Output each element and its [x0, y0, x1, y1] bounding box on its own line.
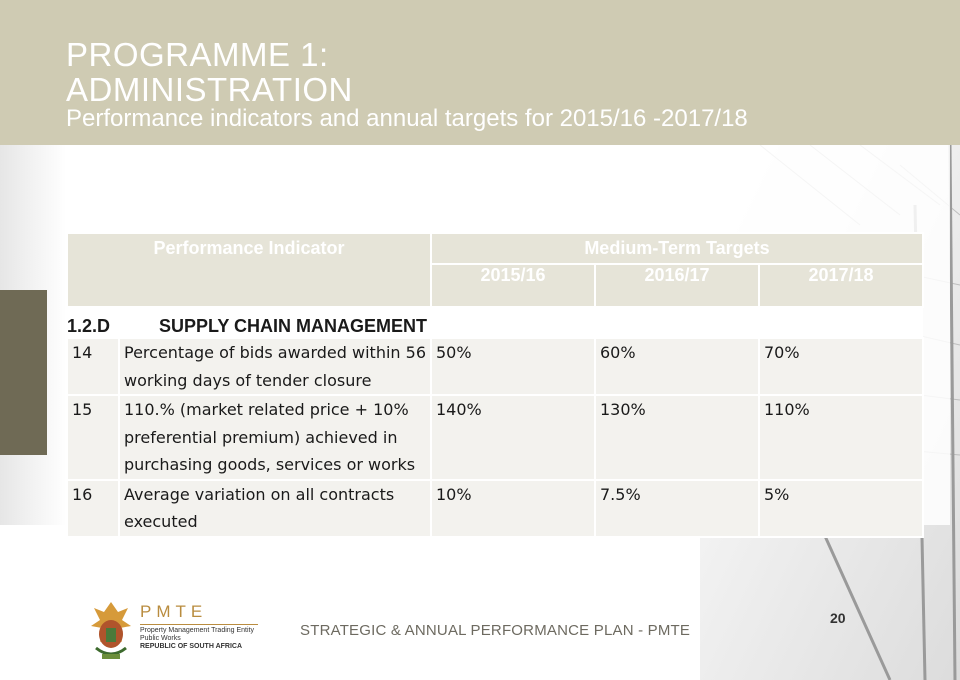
- row-indicator: 110.% (market related price + 10% prefer…: [118, 394, 432, 481]
- brand-line-1: Property Management Trading Entity: [140, 627, 255, 634]
- table-header-row-2: 2015/16 2016/17 2017/18: [67, 262, 925, 309]
- section-code: 1.2.D: [67, 307, 119, 338]
- target-2015: 10%: [430, 478, 596, 538]
- page-title: PROGRAMME 1: ADMINISTRATION: [66, 37, 353, 107]
- coat-of-arms-icon: [91, 602, 131, 659]
- brand-line-2: Public Works: [140, 635, 181, 642]
- row-indicator: Percentage of bids awarded within 56 wor…: [118, 337, 432, 396]
- target-2017: 70%: [757, 337, 925, 396]
- table-row: 14 Percentage of bids awarded within 56 …: [66, 337, 925, 396]
- table-row: 16 Average variation on all contracts ex…: [66, 478, 925, 538]
- row-number: 15: [66, 394, 120, 481]
- brand-line-3: REPUBLIC OF SOUTH AFRICA: [140, 643, 243, 650]
- title-line-1: PROGRAMME 1:: [66, 36, 329, 73]
- table-header-row-1: Performance Indicator Medium-Term Target…: [66, 232, 925, 308]
- page-subtitle: Performance indicators and annual target…: [66, 105, 748, 132]
- performance-indicator-table: Performance Indicator Medium-Term Target…: [66, 232, 925, 538]
- target-2016: 60%: [594, 337, 760, 396]
- brand-block: PMTE Property Management Trading Entity …: [140, 602, 258, 651]
- year-header-2017: 2017/18: [757, 262, 925, 309]
- table-row: 15 110.% (market related price + 10% pre…: [66, 394, 925, 481]
- target-2017: 5%: [757, 478, 925, 538]
- target-2015: 50%: [430, 337, 596, 396]
- footer-text: STRATEGIC & ANNUAL PERFORMANCE PLAN - PM…: [300, 622, 691, 639]
- indicator-column-header: Performance Indicator: [66, 232, 432, 308]
- row-indicator: Average variation on all contracts execu…: [118, 478, 432, 538]
- row-number: 14: [66, 337, 120, 396]
- title-line-2: ADMINISTRATION: [66, 71, 353, 108]
- header-band: PROGRAMME 1: ADMINISTRATION Performance …: [0, 0, 960, 145]
- section-row: 1.2.D SUPPLY CHAIN MANAGEMENT: [67, 307, 924, 338]
- targets-column-header: Medium-Term Targets: [429, 232, 925, 265]
- side-accent-block: [0, 290, 47, 455]
- page-number: 20: [830, 610, 846, 626]
- target-2017: 110%: [757, 394, 925, 481]
- target-2016: 7.5%: [594, 478, 760, 538]
- year-header-2016: 2016/17: [594, 262, 760, 309]
- year-header-2015: 2015/16: [430, 262, 596, 309]
- target-2016: 130%: [594, 394, 760, 481]
- section-title: SUPPLY CHAIN MANAGEMENT: [119, 307, 924, 338]
- brand-divider: [140, 624, 258, 625]
- target-2015: 140%: [430, 394, 596, 481]
- brand-name: PMTE: [140, 602, 208, 621]
- pmte-logo: PMTE Property Management Trading Entity …: [86, 598, 286, 662]
- row-number: 16: [66, 478, 120, 538]
